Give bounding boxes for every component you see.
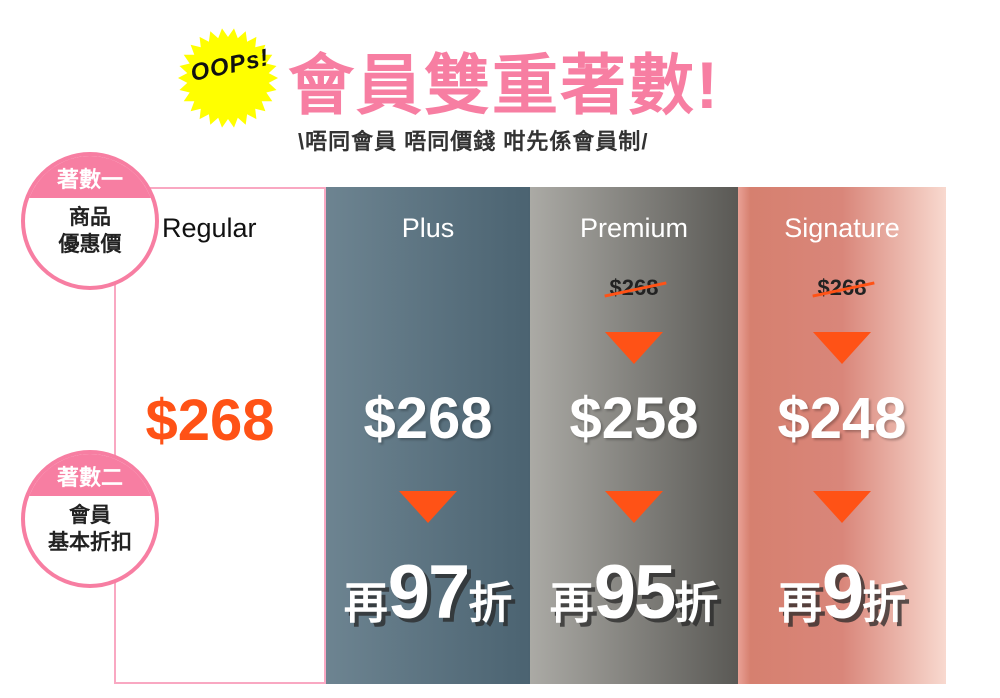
page-title: 會員雙重著數! [288,48,720,122]
original-price-text: $268 [609,275,659,300]
tier-signature: Signature $268 $248 再9折 [738,187,946,684]
tier-name: Signature [784,213,900,243]
discount-value: 97 [387,550,471,635]
badge-line: 優惠價 [58,233,122,256]
discount-prefix: 再 [343,579,388,628]
tier-discount: 再95折 [530,549,738,636]
badge-body: 商品 優惠價 [25,198,155,258]
tier-name: Premium [579,213,688,243]
badge-body: 會員 基本折扣 [25,496,155,556]
badge-heading: 著數一 [25,156,155,198]
discount-suffix: 折 [674,579,719,628]
badge-line: 基本折扣 [48,531,132,554]
starburst-icon [178,28,278,128]
tier-price: $248 [777,386,907,451]
discount-suffix: 折 [468,579,513,628]
page-subtitle: \唔同會員 唔同價錢 咁先係會員制/ [298,129,649,154]
original-price: $268 [738,275,946,301]
original-price: $268 [530,275,738,301]
down-triangle-icon [399,491,457,523]
discount-value: 95 [593,550,677,635]
tier-regular: Regular $268 [114,187,324,684]
original-price-text: $268 [817,275,867,300]
tier-name: Plus [401,213,455,243]
badge-perk-one: 著數一 商品 優惠價 [21,152,159,290]
down-triangle-icon [605,491,663,523]
down-triangle-icon [813,491,871,523]
discount-prefix: 再 [777,579,822,628]
tier-plus: Plus $268 再97折 [324,187,530,684]
tier-price: $268 [145,388,275,453]
tier-premium: Premium $268 $258 再95折 [530,187,738,684]
badge-line: 會員 [69,504,111,527]
badge-line: 商品 [69,206,111,229]
tier-price: $268 [363,386,493,451]
discount-prefix: 再 [549,579,594,628]
discount-value: 9 [821,550,864,635]
tier-discount: 再97折 [326,549,530,636]
discount-suffix: 折 [862,579,907,628]
tier-discount: 再9折 [738,549,946,636]
tier-name: Regular [162,213,257,243]
down-triangle-icon [813,332,871,364]
tier-price: $258 [569,386,699,451]
badge-perk-two: 著數二 會員 基本折扣 [21,450,159,588]
down-triangle-icon [605,332,663,364]
